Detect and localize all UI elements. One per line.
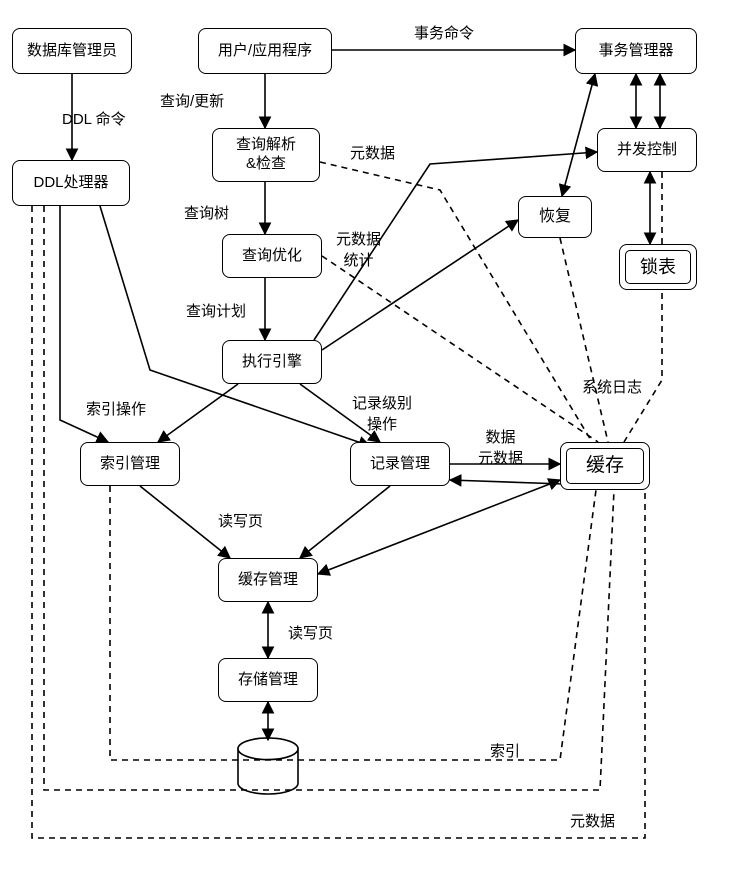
node-user: 用户/应用程序: [198, 28, 332, 74]
node-label: 执行引擎: [242, 353, 302, 372]
edge-label-qupd: 查询/更新: [160, 90, 224, 111]
node-concur: 并发控制: [597, 128, 697, 172]
edge-indexmgr-bufmgr: [140, 486, 230, 558]
node-parse: 查询解析 &检查: [212, 128, 320, 182]
edge-label-recop: 记录级别 操作: [352, 392, 412, 434]
edge-label-rwpages2: 读写页: [288, 622, 333, 643]
edge-label-meta1: 元数据: [350, 142, 395, 163]
diagram-stage: 数据库管理员用户/应用程序事务管理器DDL处理器查询解析 &检查并发控制恢复查询…: [0, 0, 729, 893]
node-label: 数据库管理员: [27, 42, 117, 61]
edge-recmgr-bufmgr: [300, 486, 390, 558]
edge-recmgr-cache: [450, 480, 563, 484]
node-recmgr: 记录管理: [350, 442, 450, 486]
edge-engine-indexmgr: [158, 384, 238, 442]
edge-indexmgr-cache: [110, 486, 596, 760]
edge-label-datameta: 数据 元数据: [478, 426, 523, 468]
edge-label-idx: 索引: [490, 740, 520, 761]
edge-label-ddlcmd: DDL 命令: [62, 108, 126, 129]
edge-label-meta2: 元数据: [570, 810, 615, 831]
node-label: 事务管理器: [598, 42, 673, 61]
node-label: 查询优化: [242, 247, 302, 266]
node-recover: 恢复: [518, 196, 592, 238]
node-bufmgr: 缓存管理: [218, 558, 318, 602]
edge-ddlproc-cache: [32, 206, 645, 838]
node-label: 用户/应用程序: [218, 42, 312, 61]
node-label: 锁表: [640, 256, 676, 279]
node-dba: 数据库管理员: [12, 28, 132, 74]
edge-recover-cache: [560, 238, 608, 442]
node-indexmgr: 索引管理: [80, 442, 180, 486]
edge-label-qtree: 查询树: [184, 202, 229, 223]
node-label: 并发控制: [617, 141, 677, 160]
edge-ddlproc-cache: [44, 206, 614, 790]
node-label: 存储管理: [238, 671, 298, 690]
edge-concur-cache: [624, 172, 662, 442]
edge-txmgr-recover: [562, 74, 595, 196]
node-label: 索引管理: [100, 455, 160, 474]
node-optimize: 查询优化: [222, 234, 322, 278]
node-label: 恢复: [539, 207, 571, 227]
node-label: DDL处理器: [33, 174, 108, 193]
node-txmgr: 事务管理器: [575, 28, 697, 74]
node-engine: 执行引擎: [222, 340, 322, 384]
node-cache: 缓存: [560, 442, 650, 490]
node-ddlproc: DDL处理器: [12, 160, 130, 206]
node-locktable: 锁表: [619, 244, 697, 290]
node-label: 缓存: [586, 454, 624, 478]
edge-label-txcmd: 事务命令: [414, 22, 474, 43]
node-label: 查询解析 &检查: [236, 136, 296, 174]
disk-cylinder: [238, 738, 298, 794]
edge-label-qplan: 查询计划: [186, 300, 246, 321]
node-label: 缓存管理: [238, 571, 298, 590]
node-stormgr: 存储管理: [218, 658, 318, 702]
edge-bufmgr-cache: [318, 480, 560, 574]
edge-label-metastat: 元数据 统计: [336, 228, 381, 270]
edge-label-idxop: 索引操作: [86, 398, 146, 419]
edge-label-rwpages1: 读写页: [218, 510, 263, 531]
edge-label-syslog: 系统日志: [582, 376, 642, 397]
node-label: 记录管理: [370, 455, 430, 474]
